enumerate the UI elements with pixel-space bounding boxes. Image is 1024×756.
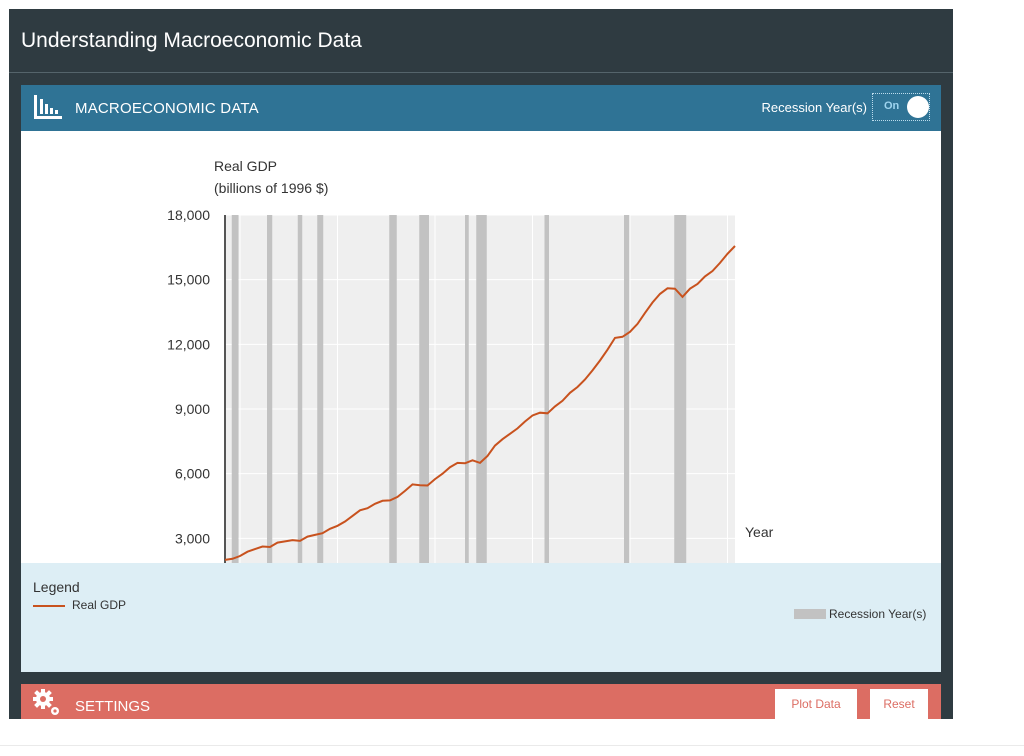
recession-band <box>476 215 487 603</box>
recession-band <box>465 215 469 603</box>
legend-recession-swatch <box>794 609 826 619</box>
legend-area: Legend Real GDP Recession Year(s) <box>21 563 941 672</box>
gear-icon <box>33 689 59 715</box>
recession-band <box>231 215 239 603</box>
toggle-knob <box>907 96 929 118</box>
recession-toggle[interactable]: On <box>872 93 930 121</box>
panel-title: MACROECONOMIC DATA <box>75 100 259 117</box>
real-gdp-line <box>224 245 736 561</box>
y-tick-label: 15,000 <box>167 272 210 288</box>
app-window: Understanding Macroeconomic Data MACROEC… <box>9 9 953 719</box>
y-tick-label: 3,000 <box>175 530 210 546</box>
panel-header: MACROECONOMIC DATA Recession Year(s) On <box>21 85 941 131</box>
settings-label: SETTINGS <box>75 698 151 715</box>
legend-recession-label: Recession Year(s) <box>829 607 927 621</box>
page-footer-divider <box>0 745 1024 746</box>
recession-band <box>544 215 549 603</box>
y-axis-label-line1: Real GDP <box>214 158 277 174</box>
y-tick-label: 6,000 <box>175 466 210 482</box>
y-tick-label: 18,000 <box>167 207 210 223</box>
macroeconomic-data-panel: MACROECONOMIC DATA Recession Year(s) On … <box>21 85 941 672</box>
reset-button[interactable]: Reset <box>870 689 928 719</box>
legend-gdp-label: Real GDP <box>72 598 127 612</box>
recession-band <box>317 215 324 603</box>
recession-band <box>297 215 303 603</box>
recession-toggle-label: Recession Year(s) <box>761 100 868 115</box>
legend-gdp-swatch <box>33 605 65 607</box>
recession-band <box>267 215 273 603</box>
x-axis-label: Year <box>745 524 774 540</box>
y-tick-label: 12,000 <box>167 336 210 352</box>
app-title: Understanding Macroeconomic Data <box>21 29 362 52</box>
plot-data-button[interactable]: Plot Data <box>775 689 857 719</box>
gdp-chart: Real GDP (billions of 1996 $) 3,000 6,000… <box>167 158 774 632</box>
recession-band <box>624 215 630 603</box>
y-axis-label-line2: (billions of 1996 $) <box>214 180 328 196</box>
y-tick-label: 9,000 <box>175 401 210 417</box>
recession-layer <box>231 215 687 603</box>
chart-area: Real GDP (billions of 1996 $) 3,000 6,000… <box>21 131 941 632</box>
settings-bar[interactable]: SETTINGS Plot Data Reset <box>21 684 941 719</box>
recession-band <box>389 215 397 603</box>
toggle-state-text: On <box>884 100 900 112</box>
toggle-track: On <box>876 96 929 118</box>
recession-band <box>419 215 429 603</box>
legend-title: Legend <box>33 579 80 595</box>
app-title-bar: Understanding Macroeconomic Data <box>9 9 953 73</box>
bar-chart-icon <box>34 95 62 119</box>
recession-band <box>674 215 687 603</box>
